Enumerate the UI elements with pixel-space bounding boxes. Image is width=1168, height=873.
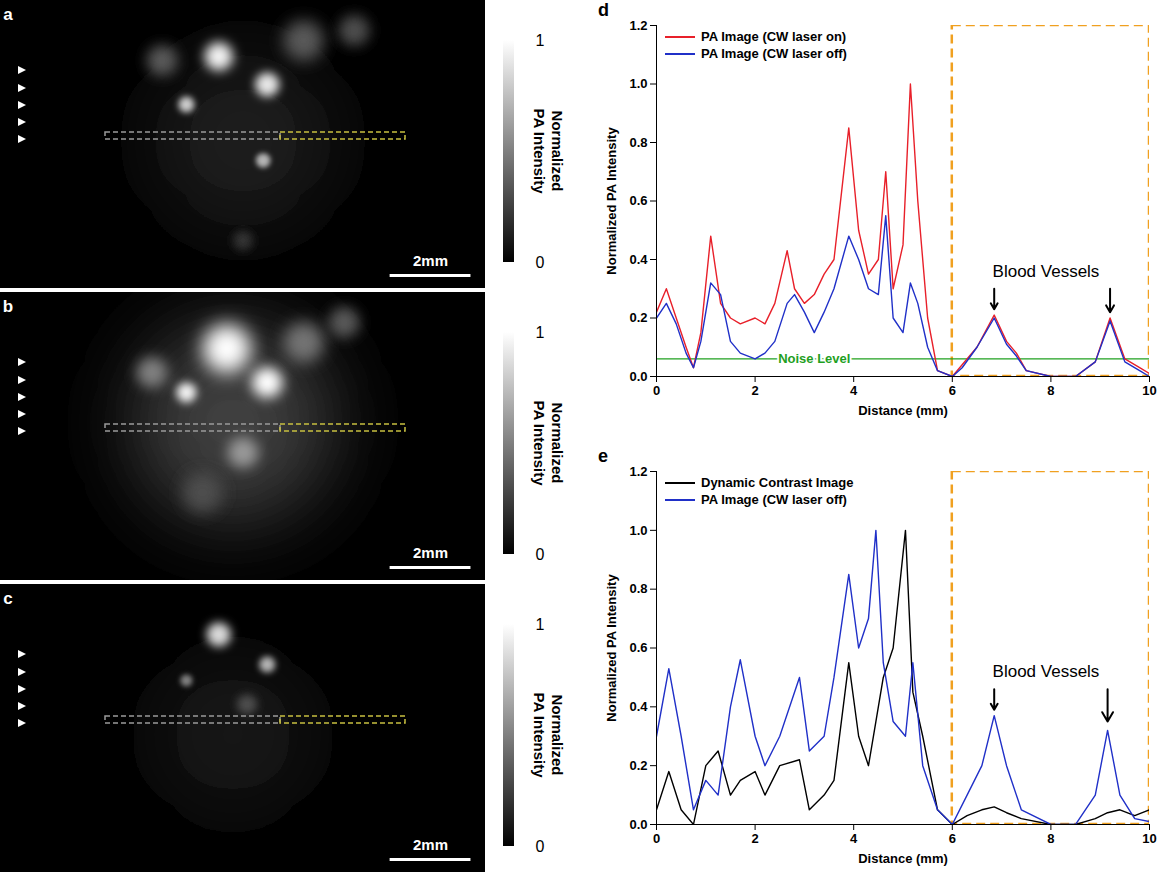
svg-text:0: 0: [536, 546, 545, 563]
svg-text:c: c: [3, 589, 12, 608]
svg-text:Distance (mm): Distance (mm): [858, 851, 948, 866]
svg-text:2: 2: [751, 383, 758, 398]
svg-text:PA Intensity: PA Intensity: [531, 692, 548, 778]
svg-text:0: 0: [536, 254, 545, 271]
svg-text:6: 6: [949, 831, 956, 846]
svg-text:b: b: [3, 297, 13, 316]
svg-text:8: 8: [1047, 831, 1054, 846]
svg-text:2mm: 2mm: [413, 544, 448, 561]
svg-text:0.6: 0.6: [629, 640, 647, 655]
svg-text:0: 0: [536, 838, 545, 855]
svg-text:2mm: 2mm: [413, 252, 448, 269]
svg-text:Blood Vessels: Blood Vessels: [993, 262, 1100, 281]
svg-text:PA Intensity: PA Intensity: [531, 108, 548, 194]
svg-text:2: 2: [751, 831, 758, 846]
svg-text:1.0: 1.0: [629, 522, 647, 537]
svg-text:1: 1: [536, 616, 545, 633]
svg-text:0.0: 0.0: [629, 369, 647, 384]
svg-text:1: 1: [536, 324, 545, 341]
html-text:e: e: [598, 446, 608, 466]
svg-text:0.4: 0.4: [629, 699, 648, 714]
svg-text:1.2: 1.2: [629, 18, 647, 33]
svg-text:1.2: 1.2: [629, 464, 647, 479]
svg-text:Normalized: Normalized: [549, 111, 566, 192]
svg-text:0.6: 0.6: [629, 193, 647, 208]
html-text:PA Image (CW laser on): PA Image (CW laser on): [701, 29, 847, 44]
svg-text:1.0: 1.0: [629, 76, 647, 91]
svg-text:6: 6: [949, 383, 956, 398]
svg-text:Normalized: Normalized: [549, 695, 566, 776]
svg-text:10: 10: [1142, 831, 1156, 846]
svg-text:0.8: 0.8: [629, 581, 647, 596]
svg-text:PA Intensity: PA Intensity: [531, 400, 548, 486]
svg-text:0.0: 0.0: [629, 817, 647, 832]
svg-text:1: 1: [536, 32, 545, 49]
svg-text:Distance (mm): Distance (mm): [858, 403, 948, 418]
svg-text:Normalized: Normalized: [549, 403, 566, 484]
svg-text:0.2: 0.2: [629, 758, 647, 773]
svg-text:Normalized PA Intensity: Normalized PA Intensity: [604, 127, 619, 275]
svg-text:10: 10: [1142, 383, 1156, 398]
svg-text:0.8: 0.8: [629, 135, 647, 150]
svg-text:0: 0: [653, 831, 660, 846]
svg-text:Normalized PA Intensity: Normalized PA Intensity: [604, 574, 619, 722]
html-text:PA Image (CW laser off): PA Image (CW laser off): [701, 46, 847, 61]
svg-text:4: 4: [850, 383, 858, 398]
svg-text:a: a: [3, 5, 13, 24]
html-text:Dynamic Contrast Image: Dynamic Contrast Image: [701, 475, 854, 490]
svg-text:0: 0: [653, 383, 660, 398]
html-text:PA Image (CW laser off): PA Image (CW laser off): [701, 492, 847, 507]
svg-text:4: 4: [850, 831, 858, 846]
svg-text:8: 8: [1047, 383, 1054, 398]
svg-text:Blood Vessels: Blood Vessels: [993, 662, 1100, 681]
svg-text:2mm: 2mm: [413, 836, 448, 853]
svg-text:0.2: 0.2: [629, 310, 647, 325]
html-text:d: d: [598, 0, 609, 20]
svg-text:Noise Level: Noise Level: [778, 351, 850, 366]
svg-text:0.4: 0.4: [629, 252, 648, 267]
